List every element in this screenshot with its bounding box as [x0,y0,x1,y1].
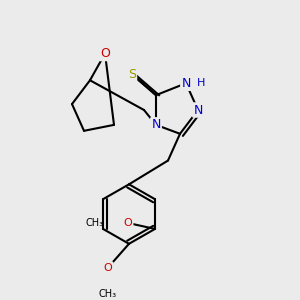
Text: N: N [151,118,161,131]
Text: O: O [103,262,112,273]
Text: S: S [128,68,136,81]
Text: O: O [124,218,132,228]
Text: CH₃: CH₃ [86,218,104,228]
Text: CH₃: CH₃ [99,289,117,299]
Text: H: H [197,78,205,88]
Text: N: N [193,103,203,116]
Text: O: O [100,47,110,60]
Text: N: N [181,77,191,90]
